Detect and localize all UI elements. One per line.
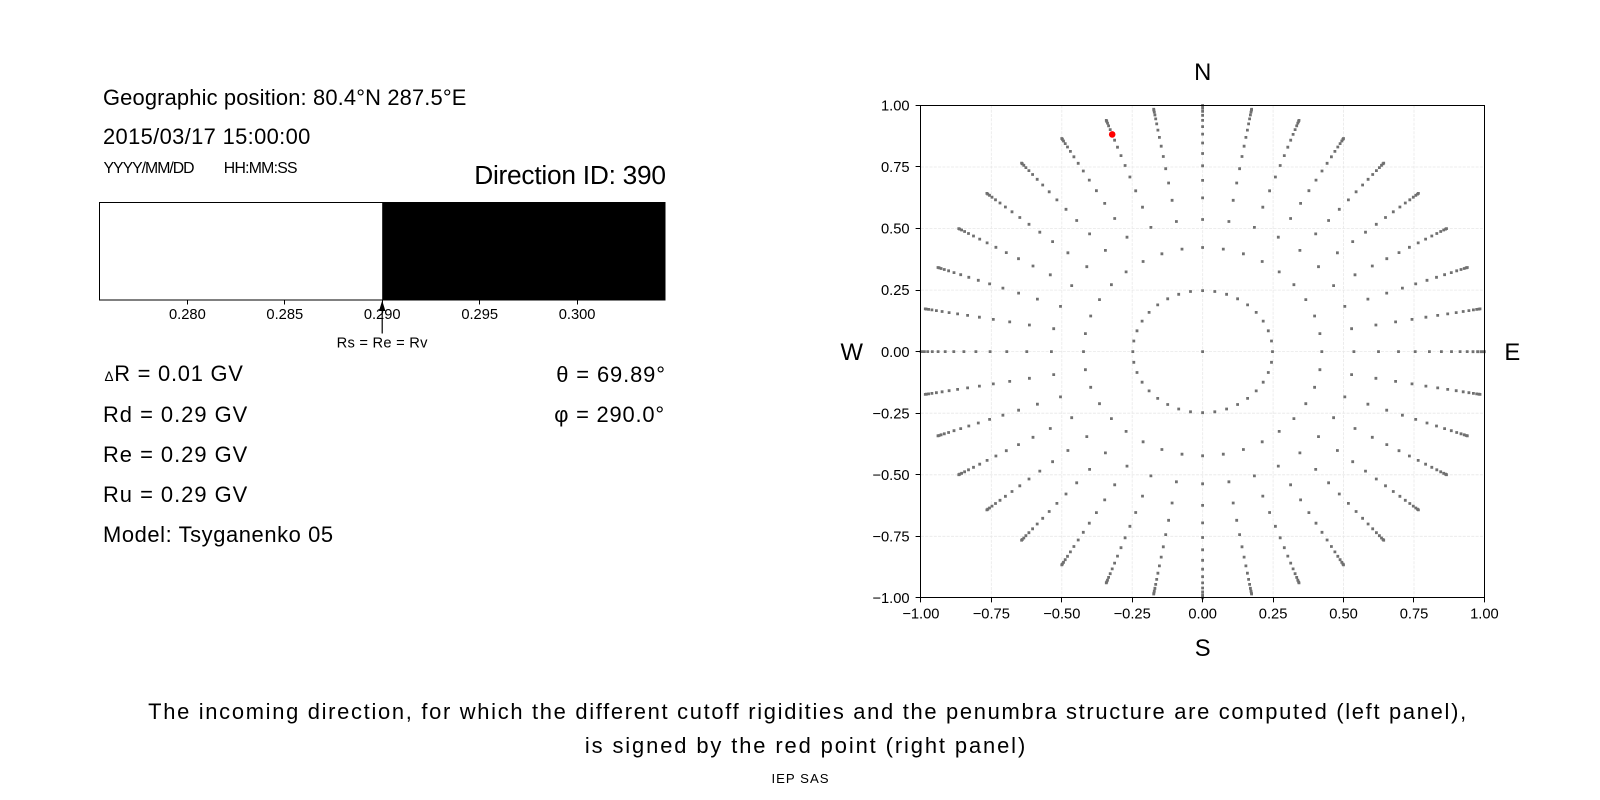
svg-text:W: W (840, 339, 863, 366)
svg-text:1.00: 1.00 (1470, 607, 1499, 623)
svg-text:Rs = Re = Rv: Rs = Re = Rv (337, 336, 429, 352)
svg-text:−0.25: −0.25 (1114, 607, 1151, 623)
svg-text:−0.50: −0.50 (1043, 607, 1080, 623)
svg-text:0.75: 0.75 (881, 160, 910, 176)
svg-text:0.00: 0.00 (1188, 607, 1217, 623)
svg-text:−1.00: −1.00 (902, 607, 939, 623)
svg-text:0.295: 0.295 (461, 307, 498, 323)
svg-text:0.25: 0.25 (881, 283, 910, 299)
svg-text:0.285: 0.285 (266, 307, 303, 323)
svg-text:S: S (1195, 635, 1211, 662)
svg-text:−0.75: −0.75 (973, 607, 1010, 623)
svg-text:N: N (1194, 59, 1211, 86)
svg-text:−1.00: −1.00 (872, 591, 909, 607)
svg-text:0.300: 0.300 (559, 307, 596, 323)
svg-text:0.00: 0.00 (881, 345, 910, 361)
svg-text:1.00: 1.00 (881, 99, 910, 115)
svg-text:0.50: 0.50 (881, 222, 910, 238)
svg-text:E: E (1504, 339, 1520, 366)
svg-text:0.50: 0.50 (1329, 607, 1358, 623)
svg-text:−0.75: −0.75 (872, 529, 909, 545)
svg-text:0.25: 0.25 (1259, 607, 1288, 623)
svg-text:0.75: 0.75 (1400, 607, 1429, 623)
svg-text:0.280: 0.280 (169, 307, 206, 323)
svg-text:−0.25: −0.25 (872, 406, 909, 422)
svg-text:−0.50: −0.50 (872, 468, 909, 484)
